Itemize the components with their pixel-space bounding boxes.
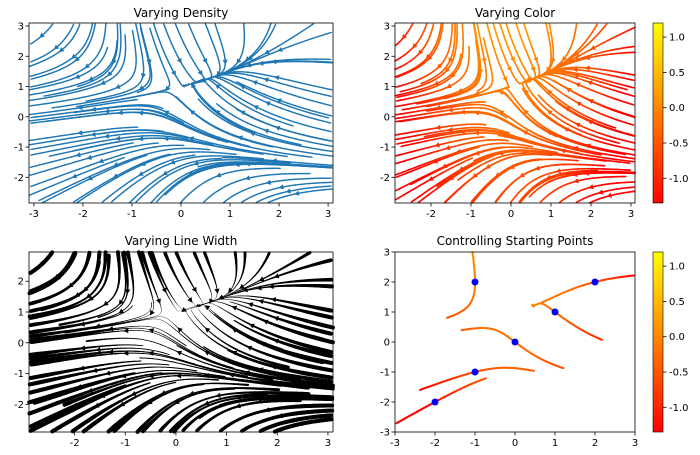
streamline-arrow	[278, 184, 284, 190]
streamline-segment	[128, 200, 132, 204]
streamline-segment	[41, 200, 46, 204]
streamline-arrow	[140, 73, 146, 79]
streamline-segment	[164, 192, 168, 196]
streamline-arrow	[90, 106, 97, 112]
streamline-segment	[135, 200, 138, 204]
streamline-arrow	[274, 75, 280, 81]
streamline-arrow	[87, 175, 94, 181]
streamline-segment	[29, 165, 34, 168]
streamline-arrow	[39, 32, 45, 38]
streamline-arrow	[293, 190, 300, 196]
streamline-arrow	[100, 80, 106, 85]
streamline-arrow	[222, 59, 228, 65]
streamline-segment	[136, 91, 141, 94]
streamline-segment	[241, 200, 245, 203]
streamline-arrow	[88, 76, 94, 81]
streamline-segment	[72, 200, 76, 203]
streamline-arrow	[104, 108, 110, 114]
streamline-arrow	[165, 85, 171, 92]
streamline-segment	[28, 64, 33, 68]
streamline-arrow	[98, 158, 104, 164]
streamline-segment	[267, 200, 271, 204]
streamline-segment	[28, 193, 33, 196]
streamline-segment	[235, 81, 240, 84]
streamline-segment	[38, 198, 42, 202]
streamline-segment	[101, 200, 105, 203]
streamline-arrow	[265, 179, 272, 185]
streamline-segment	[76, 200, 80, 204]
streamline-arrow	[58, 47, 65, 53]
streamline-segment	[197, 98, 201, 101]
streamline-arrow	[74, 73, 81, 79]
streamline-arrow	[71, 53, 77, 60]
streamline-arrow	[77, 130, 83, 136]
streamline-arrow	[104, 133, 110, 139]
streamline-arrow	[53, 44, 60, 50]
streamline-segment	[235, 108, 239, 111]
streamline-arrow	[244, 175, 251, 181]
streamline-arrow	[138, 110, 144, 116]
streamline-segment	[48, 155, 53, 157]
streamline-segment	[216, 103, 219, 106]
streamline-segment	[30, 77, 35, 80]
streamline-segment	[179, 179, 183, 183]
streamline-arrow	[90, 131, 96, 137]
streamline-segment	[30, 60, 34, 63]
streamline-segment	[203, 200, 206, 203]
streamline-segment	[156, 199, 159, 203]
streamline-segment	[111, 199, 114, 203]
streamline-segment	[30, 42, 34, 45]
streamline-segment	[197, 165, 202, 168]
streamline-arrow	[71, 173, 78, 179]
streamline-segment	[76, 85, 81, 88]
streamline-segment	[215, 76, 219, 79]
streamline-segment	[28, 174, 33, 177]
streamline-arrow	[75, 152, 81, 158]
streamline-segment	[255, 200, 259, 204]
streamline-segment	[222, 200, 226, 204]
streamline-segment	[29, 75, 34, 78]
streamline-segment	[219, 73, 223, 76]
streamline-segment	[202, 78, 207, 81]
streamline-arrow	[86, 154, 93, 160]
streamline-arrow	[263, 128, 270, 134]
streamlines	[28, 22, 334, 204]
streamline-arrow	[285, 188, 291, 194]
streamline-segment	[30, 184, 34, 188]
chart-title: Varying Density	[134, 6, 229, 20]
streamline-segment	[175, 95, 179, 99]
streamline-segment	[72, 149, 77, 152]
